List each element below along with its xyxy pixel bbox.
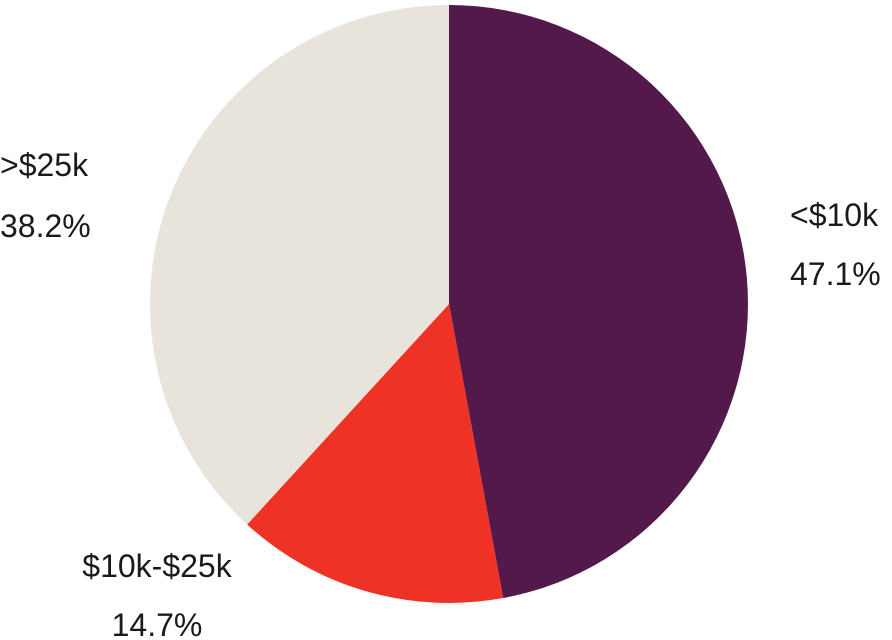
- pie-slices: [150, 5, 748, 603]
- pie-slice: [449, 5, 748, 599]
- slice-category-label: <$10k: [790, 197, 879, 233]
- slice-category-label: $10k-$25k: [82, 548, 232, 584]
- slice-value-label: 47.1%: [790, 256, 881, 292]
- slice-value-label: 38.2%: [0, 208, 91, 244]
- slice-value-label: 14.7%: [112, 607, 203, 640]
- pie-slice: [247, 304, 504, 603]
- pie-slice: [150, 5, 449, 525]
- pie-labels: <$10k 47.1% $10k-$25k 14.7% >$25k 38.2%: [0, 147, 881, 640]
- slice-category-label: >$25k: [0, 147, 89, 183]
